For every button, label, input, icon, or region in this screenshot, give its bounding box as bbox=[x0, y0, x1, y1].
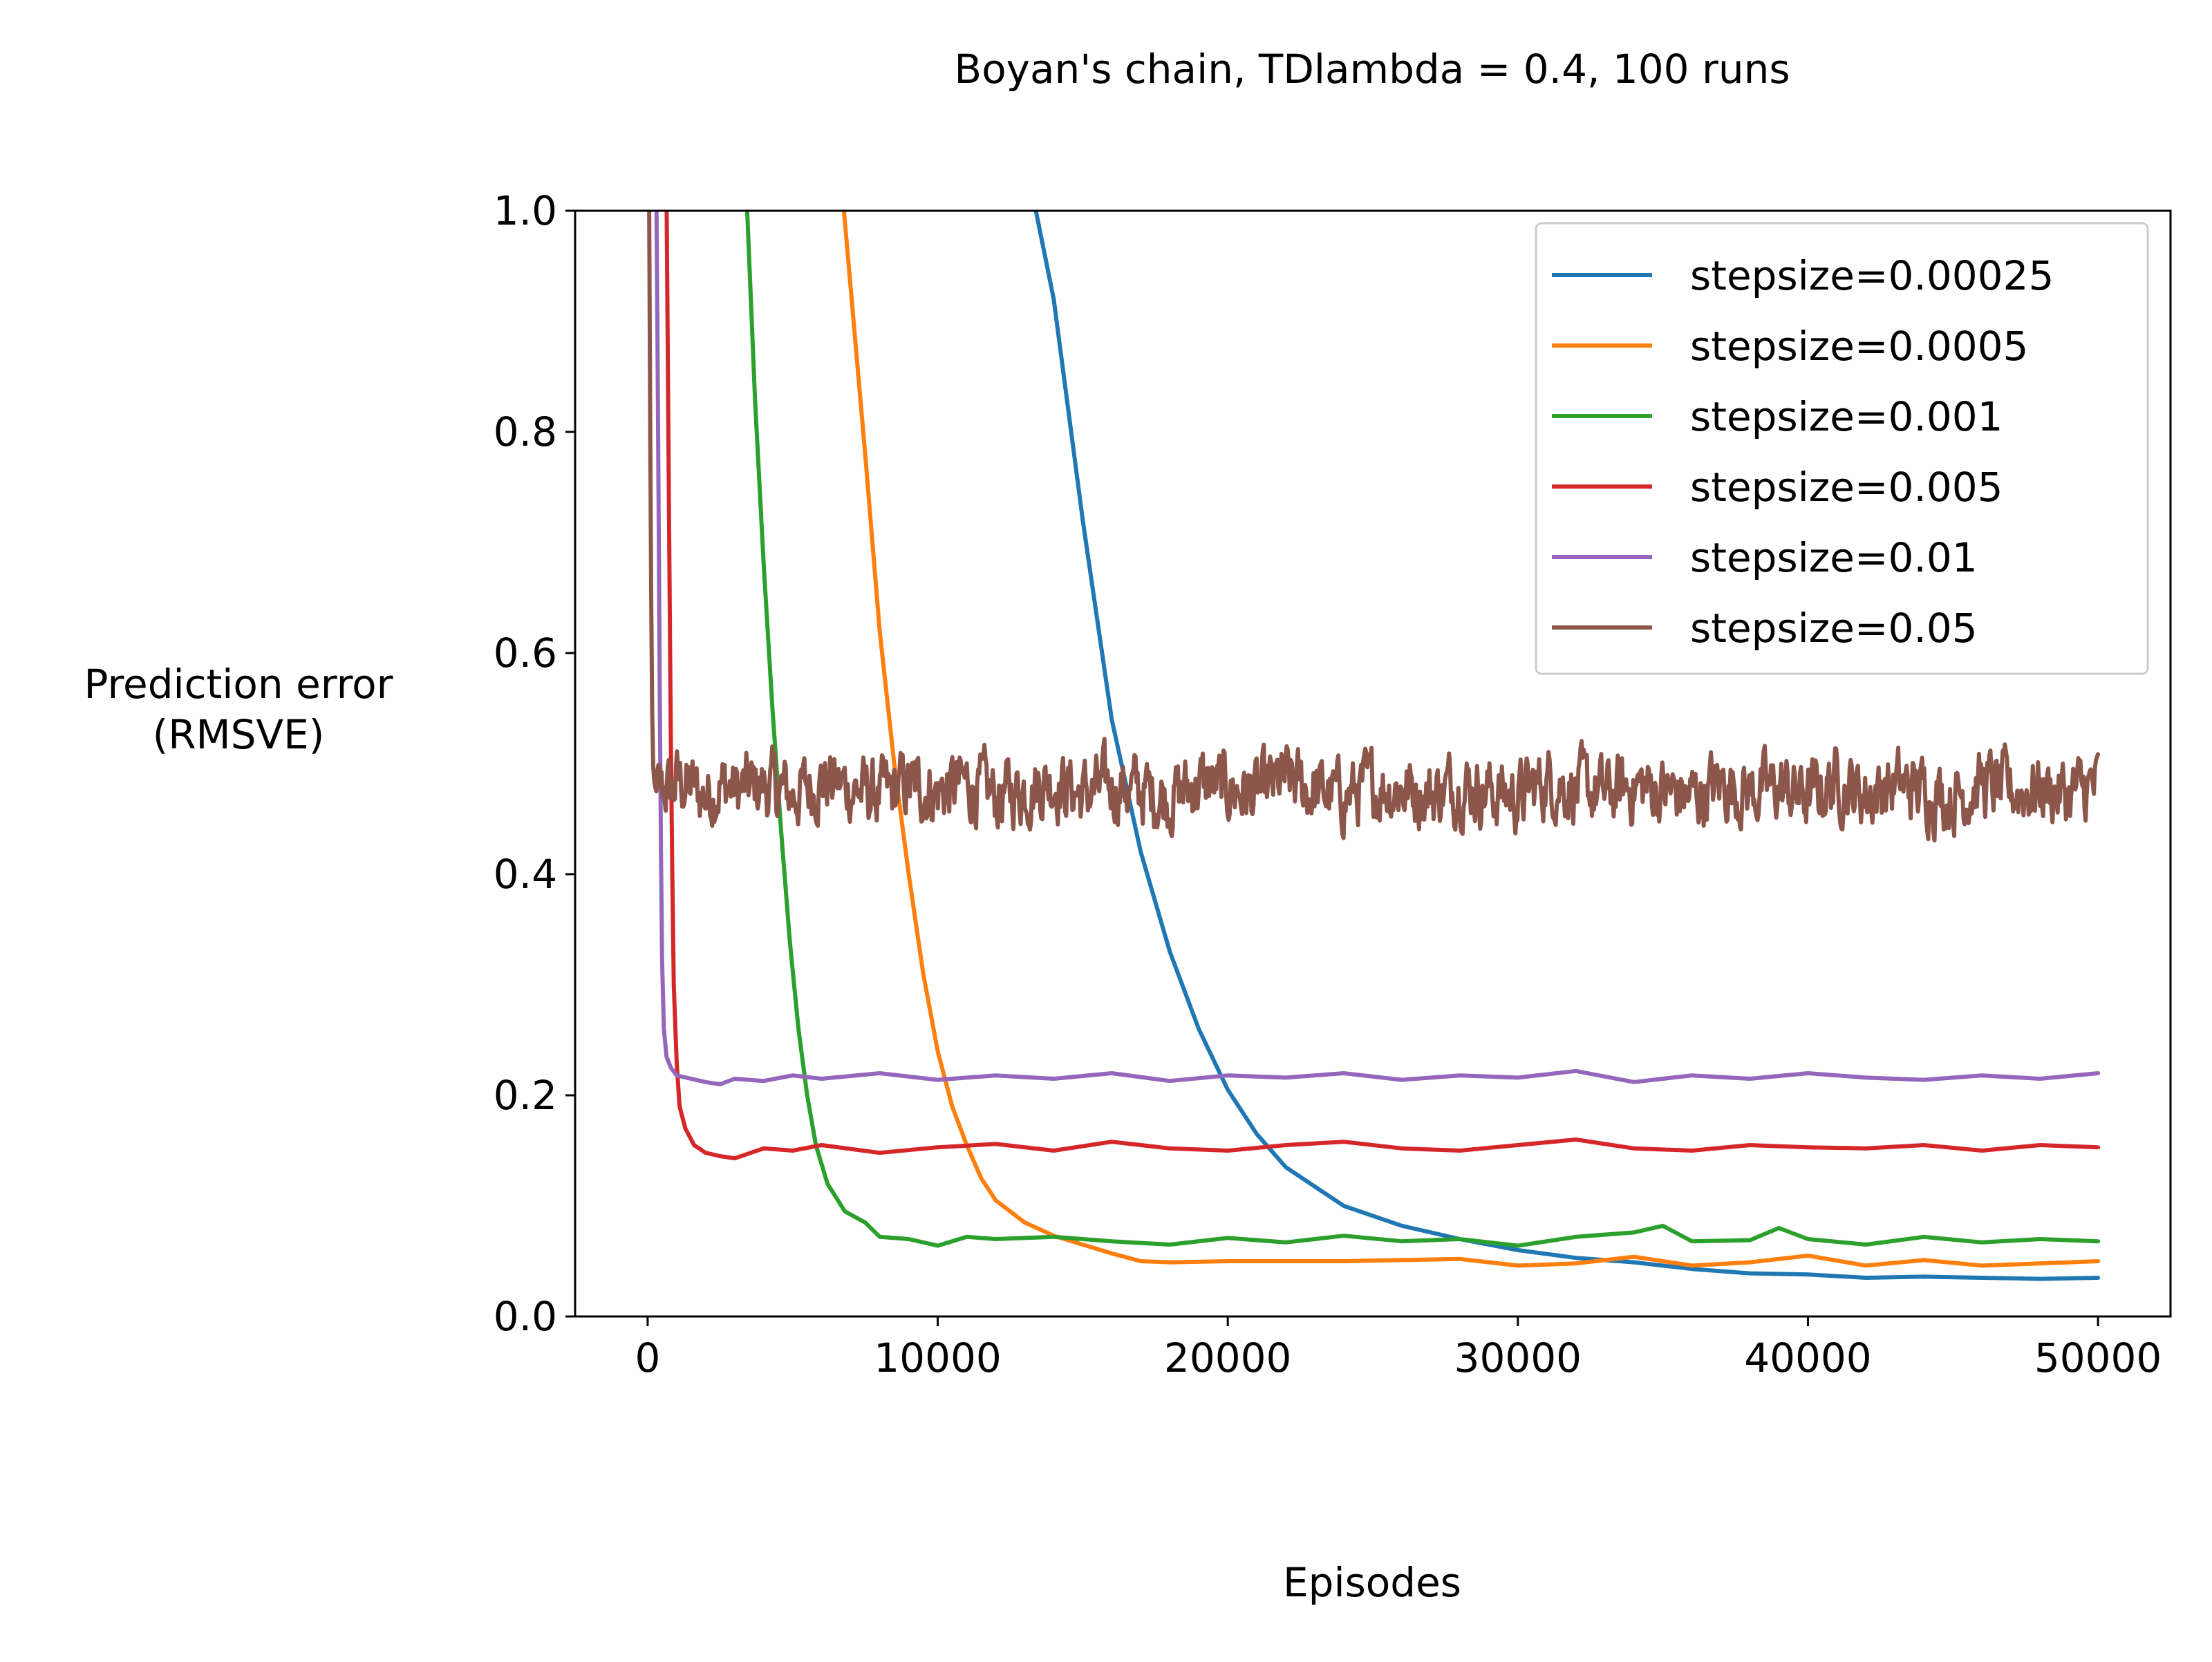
x-tick-label: 30000 bbox=[1454, 1334, 1582, 1381]
series-line-3 bbox=[664, 211, 2101, 1161]
plot-lines bbox=[647, 211, 2101, 1281]
legend-label: stepsize=0.001 bbox=[1690, 393, 2003, 440]
x-tick-label: 20000 bbox=[1164, 1334, 1292, 1381]
legend: stepsize=0.00025 stepsize=0.0005 stepsize=… bbox=[1535, 222, 2149, 675]
y-axis-title-line: (RMSVE) bbox=[153, 711, 325, 758]
legend-label: stepsize=0.05 bbox=[1690, 605, 1978, 652]
y-tick-label: 1.0 bbox=[494, 187, 557, 234]
axes-frame bbox=[574, 209, 2172, 1318]
x-tick-label: 0 bbox=[635, 1334, 660, 1381]
y-tick-label: 0.4 bbox=[494, 851, 557, 898]
x-axis-title: Episodes bbox=[1283, 1559, 1461, 1606]
series-line-1 bbox=[841, 211, 2101, 1268]
legend-label: stepsize=0.00025 bbox=[1690, 252, 2054, 299]
series-line-2 bbox=[744, 211, 2101, 1248]
legend-label: stepsize=0.01 bbox=[1690, 534, 1978, 581]
y-axis: 0.0 0.2 0.4 0.6 0.8 1.0 bbox=[494, 187, 575, 1340]
series-line-5 bbox=[647, 211, 2101, 843]
x-tick-label: 10000 bbox=[874, 1334, 1002, 1381]
y-tick-label: 0.0 bbox=[494, 1293, 557, 1340]
y-tick-label: 0.8 bbox=[494, 408, 557, 455]
chart-title: Boyan's chain, TDlambda = 0.4, 100 runs bbox=[954, 46, 1790, 93]
axes-spines bbox=[574, 209, 2172, 1318]
x-axis: 0 10000 20000 30000 40000 50000 bbox=[635, 1316, 2162, 1381]
x-tick-label: 40000 bbox=[1744, 1334, 1872, 1381]
x-tick-label: 50000 bbox=[2034, 1334, 2162, 1381]
y-axis-title-line: Prediction error bbox=[84, 661, 393, 708]
legend-box bbox=[1535, 222, 2149, 675]
series-line-0 bbox=[1033, 211, 2101, 1281]
legend-label: stepsize=0.005 bbox=[1690, 464, 2003, 511]
y-tick-label: 0.6 bbox=[494, 630, 557, 677]
series-line-4 bbox=[654, 211, 2101, 1086]
legend-label: stepsize=0.0005 bbox=[1690, 323, 2028, 370]
y-tick-label: 0.2 bbox=[494, 1072, 557, 1119]
y-axis-title: Prediction error(RMSVE) bbox=[84, 661, 393, 758]
